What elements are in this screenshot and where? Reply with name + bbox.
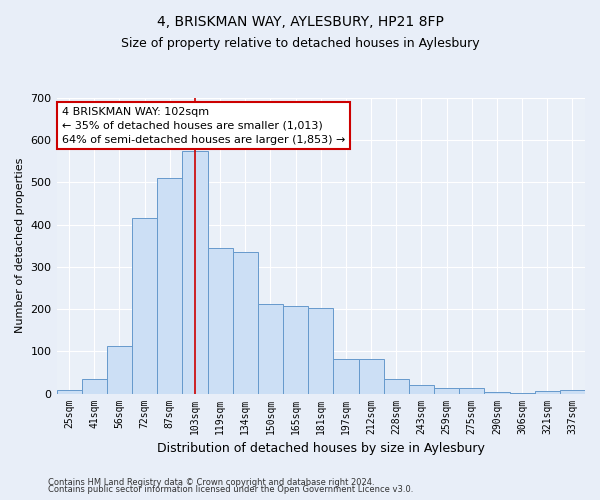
Bar (208, 248, 233, 394)
Bar (258, 304, 283, 394)
Bar (560, 390, 585, 394)
Bar (334, 359, 359, 394)
Bar (308, 308, 334, 394)
Bar (459, 388, 484, 394)
Text: Contains public sector information licensed under the Open Government Licence v3: Contains public sector information licen… (48, 486, 413, 494)
Bar (157, 178, 182, 394)
Bar (359, 359, 383, 394)
Bar (182, 151, 208, 394)
X-axis label: Distribution of detached houses by size in Aylesbury: Distribution of detached houses by size … (157, 442, 485, 455)
Text: 4 BRISKMAN WAY: 102sqm
← 35% of detached houses are smaller (1,013)
64% of semi-: 4 BRISKMAN WAY: 102sqm ← 35% of detached… (62, 107, 345, 145)
Bar (283, 306, 308, 394)
Text: 4, BRISKMAN WAY, AYLESBURY, HP21 8FP: 4, BRISKMAN WAY, AYLESBURY, HP21 8FP (157, 15, 443, 29)
Bar (509, 392, 535, 394)
Bar (535, 392, 560, 394)
Bar (132, 218, 157, 394)
Text: Size of property relative to detached houses in Aylesbury: Size of property relative to detached ho… (121, 38, 479, 51)
Bar (409, 385, 434, 394)
Bar (107, 346, 132, 394)
Text: Contains HM Land Registry data © Crown copyright and database right 2024.: Contains HM Land Registry data © Crown c… (48, 478, 374, 487)
Bar (383, 379, 409, 394)
Bar (82, 379, 107, 394)
Bar (434, 388, 459, 394)
Bar (233, 252, 258, 394)
Bar (484, 392, 509, 394)
Bar (56, 390, 82, 394)
Y-axis label: Number of detached properties: Number of detached properties (15, 158, 25, 334)
